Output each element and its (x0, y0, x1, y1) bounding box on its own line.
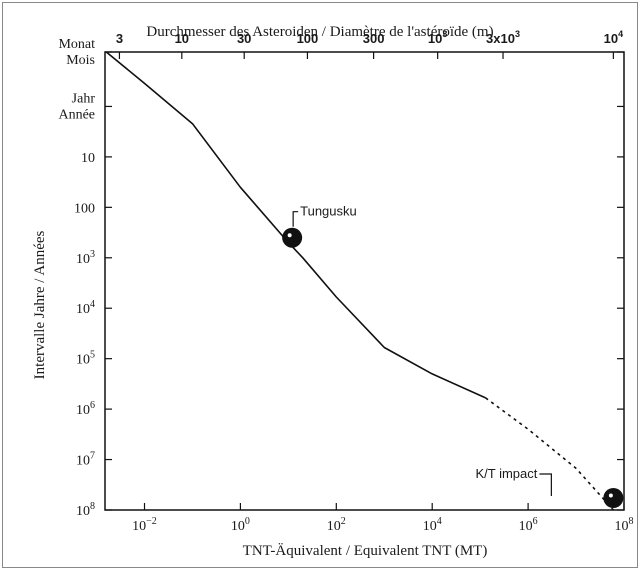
callout-label: Tungusku (300, 204, 357, 219)
top-tick-label: 30 (237, 31, 251, 46)
impact-markers: Tungusku K/T impact (282, 204, 624, 508)
callout-line (539, 473, 552, 496)
callout-line (292, 211, 299, 227)
x-tick-label: 104 (423, 516, 442, 534)
top-axis-title: Durchmesser des Asteroiden / Diamètre de… (146, 24, 493, 40)
x-axis-ticks: 10−2 100 102 104 106 108 (132, 503, 634, 534)
top-tick-label: 104 (604, 29, 623, 46)
x-tick-label: 108 (615, 516, 634, 534)
y-tick-label-line2: Année (58, 107, 95, 122)
series-line-dashed (485, 397, 614, 511)
top-tick-label: 103 (428, 29, 447, 46)
y-tick-label: 108 (76, 501, 95, 519)
y-tick-label: Monat (58, 37, 95, 52)
x-tick-label: 10−2 (132, 516, 157, 534)
impact-marker-highlight (608, 493, 613, 498)
y-tick-label: 103 (76, 249, 95, 267)
x-tick-label: 102 (327, 516, 346, 534)
top-tick-label: 3 (116, 31, 123, 46)
y-tick-label: Jahr (72, 91, 96, 106)
top-tick-label: 3x103 (486, 29, 520, 46)
outer-border (2, 2, 638, 568)
y-tick-label: 107 (76, 451, 95, 469)
series-lines (105, 51, 614, 511)
y-tick-label: 106 (76, 400, 95, 418)
x-axis-title: TNT-Äquivalent / Equivalent TNT (MT) (243, 542, 488, 559)
y-tick-label: 100 (74, 201, 95, 216)
y-tick-label: 10 (81, 151, 95, 166)
y-tick-label: 104 (76, 299, 95, 317)
top-axis-ticks: 3 10 30 100 300 103 3x103 104 (116, 29, 623, 59)
impact-marker (282, 227, 303, 248)
series-line-solid (105, 51, 486, 399)
top-tick-label: 100 (297, 31, 319, 46)
x-tick-label: 100 (231, 516, 250, 534)
x-tick-label: 106 (519, 516, 538, 534)
impact-marker-highlight (287, 233, 292, 238)
top-tick-label: 300 (363, 31, 385, 46)
y-axis-title: Intervalle Jahre / Années (32, 231, 48, 380)
impact-marker (603, 488, 624, 508)
plot-frame (104, 51, 625, 511)
y-tick-label-line2: Mois (66, 53, 95, 68)
callout-label: K/T impact (475, 466, 537, 481)
top-tick-label: 10 (175, 31, 189, 46)
y-tick-label: 105 (76, 350, 95, 368)
